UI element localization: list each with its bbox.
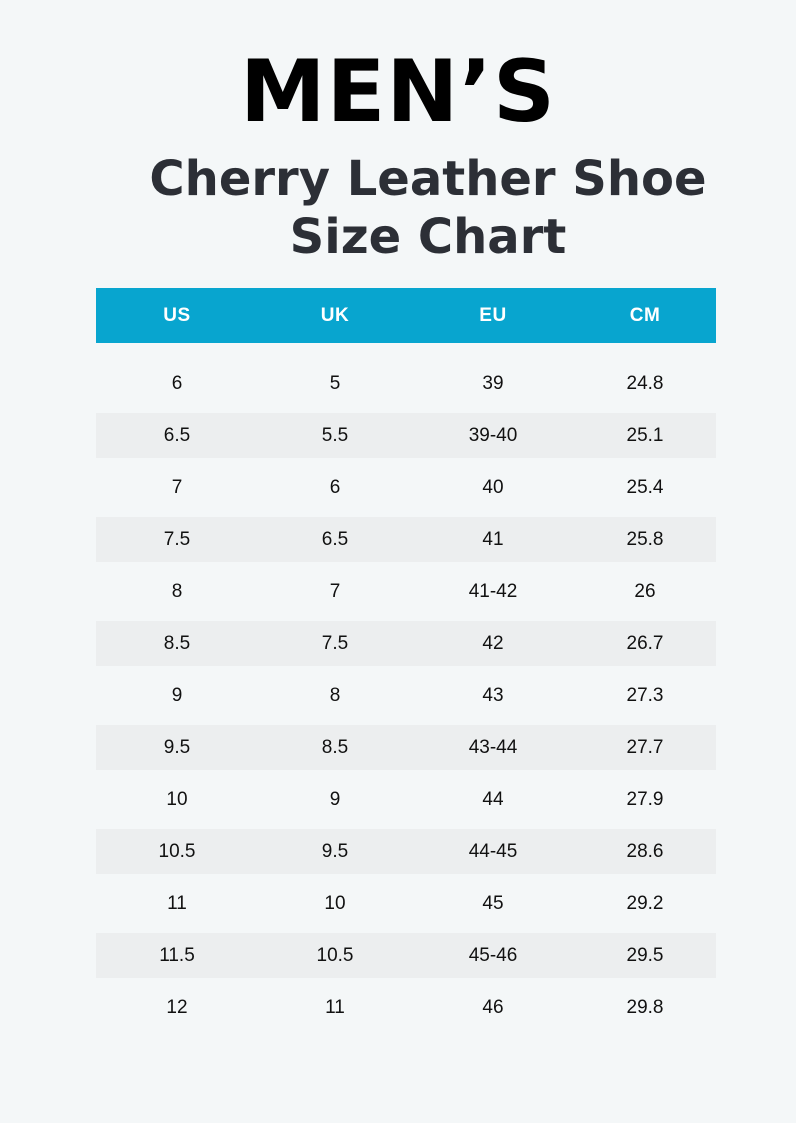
table-row: 8.5 7.5 42 26.7: [96, 621, 716, 666]
table-row: 9.5 8.5 43-44 27.7: [96, 725, 716, 770]
cell-uk: 10: [324, 892, 346, 914]
cell-us: 6: [171, 372, 183, 394]
cell-uk: 5: [329, 372, 341, 394]
header-eu: EU: [479, 304, 507, 326]
table-row: 7.5 6.5 41 25.8: [96, 517, 716, 562]
cell-uk: 5.5: [321, 424, 349, 446]
cell-uk: 11: [325, 996, 345, 1018]
cell-eu: 43-44: [468, 736, 518, 758]
cell-us: 10: [166, 788, 188, 810]
cell-uk: 10.5: [316, 944, 354, 966]
cell-eu: 46: [482, 996, 504, 1018]
cell-cm: 28.6: [626, 840, 664, 862]
cell-eu: 42: [482, 632, 504, 654]
cell-uk: 8: [329, 684, 341, 706]
cell-us: 12: [166, 996, 188, 1018]
cell-eu: 41: [482, 528, 504, 550]
cell-us: 7.5: [163, 528, 191, 550]
cell-cm: 26.7: [626, 632, 664, 654]
cell-uk: 6.5: [321, 528, 349, 550]
cell-eu: 40: [482, 476, 504, 498]
cell-us: 8.5: [163, 632, 191, 654]
table-row: 11.5 10.5 45-46 29.5: [96, 933, 716, 978]
cell-cm: 29.5: [626, 944, 664, 966]
cell-cm: 25.4: [626, 476, 664, 498]
cell-cm: 27.7: [626, 736, 664, 758]
table-row: 10 9 44 27.9: [96, 777, 716, 822]
cell-cm: 27.9: [626, 788, 664, 810]
cell-cm: 25.1: [626, 424, 664, 446]
table-row: 11 10 45 29.2: [96, 881, 716, 926]
cell-uk: 9: [329, 788, 341, 810]
header-uk: UK: [320, 304, 350, 326]
table-row: 7 6 40 25.4: [96, 465, 716, 510]
cell-cm: 26: [634, 580, 656, 602]
cell-cm: 27.3: [626, 684, 664, 706]
cell-uk: 7: [329, 580, 341, 602]
header-cm: CM: [629, 304, 661, 326]
cell-us: 11.5: [159, 944, 195, 966]
cell-cm: 25.8: [626, 528, 664, 550]
table-row: 6 5 39 24.8: [96, 361, 716, 406]
page-title: MEN’S: [240, 42, 556, 142]
cell-uk: 8.5: [321, 736, 349, 758]
cell-cm: 29.8: [626, 996, 664, 1018]
cell-us: 11: [167, 892, 187, 914]
cell-cm: 24.8: [626, 372, 664, 394]
table-body: 6 5 39 24.8 6.5 5.5 39-40 25.1 7 6 40 25.4 7.5 6.5 41 2…: [96, 361, 716, 1030]
table-row: 10.5 9.5 44-45 28.6: [96, 829, 716, 874]
cell-eu: 39: [482, 372, 504, 394]
cell-us: 10.5: [158, 840, 196, 862]
cell-eu: 44-45: [468, 840, 518, 862]
subtitle-line-1: Cherry Leather Shoe: [149, 151, 707, 207]
table-row: 8 7 41-42 26: [96, 569, 716, 614]
cell-uk: 7.5: [321, 632, 349, 654]
cell-us: 7: [171, 476, 183, 498]
table-row: 9 8 43 27.3: [96, 673, 716, 718]
cell-us: 8: [171, 580, 183, 602]
cell-eu: 43: [482, 684, 504, 706]
table-row: 12 11 46 29.8: [96, 985, 716, 1030]
cell-eu: 45-46: [468, 944, 518, 966]
cell-us: 9.5: [163, 736, 191, 758]
table-row: 6.5 5.5 39-40 25.1: [96, 413, 716, 458]
cell-cm: 29.2: [626, 892, 664, 914]
header-us: US: [163, 304, 191, 326]
cell-eu: 39-40: [468, 424, 518, 446]
chart-subtitle: Cherry Leather Shoe Size Chart: [140, 150, 716, 266]
cell-eu: 41-42: [468, 580, 518, 602]
cell-uk: 9.5: [321, 840, 349, 862]
cell-us: 6.5: [163, 424, 191, 446]
cell-eu: 44: [482, 788, 504, 810]
subtitle-line-2: Size Chart: [289, 209, 567, 265]
cell-uk: 6: [329, 476, 341, 498]
cell-eu: 45: [482, 892, 504, 914]
table-header-row: US UK EU CM: [96, 288, 716, 343]
size-chart-table: US UK EU CM 6 5 39 24.8 6.5 5.5 39-40 25.1 7 6 40 2…: [96, 288, 716, 1037]
cell-us: 9: [171, 684, 183, 706]
